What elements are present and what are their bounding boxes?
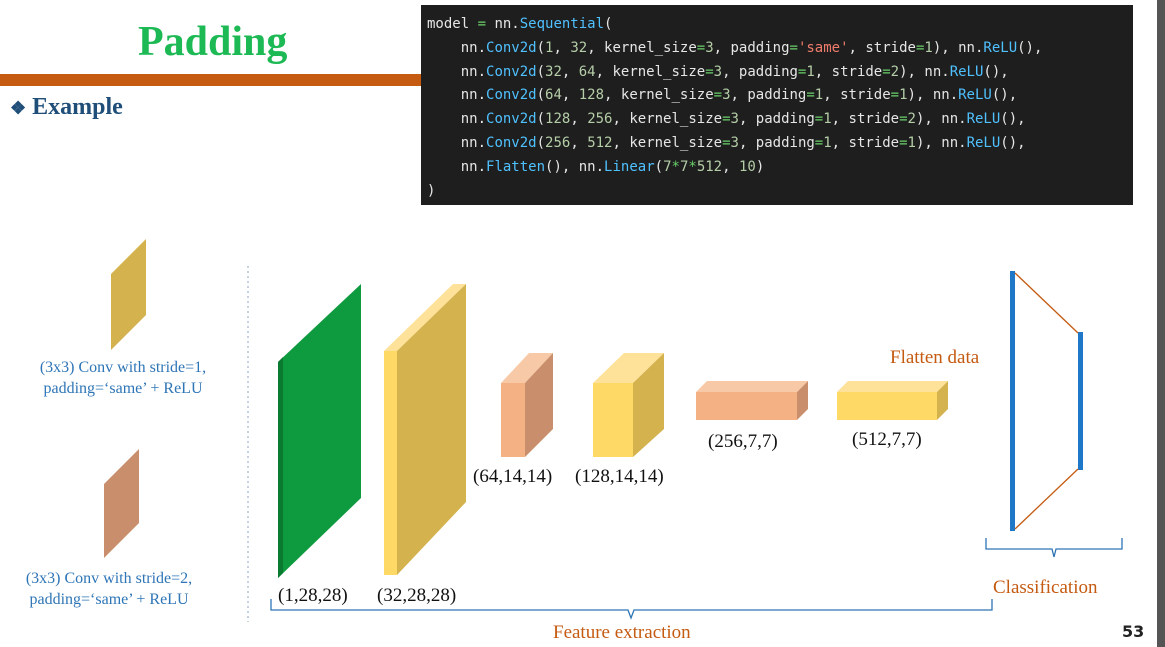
code-line: nn.Conv2d(128, 256, kernel_size=3, paddi… [427,111,1026,128]
conv1-shape-label: (32,28,28) [377,585,457,606]
code-line: nn.Conv2d(256, 512, kernel_size=3, paddi… [427,134,1026,151]
conv4-block [696,381,808,420]
example-label: Example [32,94,123,120]
conv2-shape-label: (64,14,14) [473,466,553,487]
conv1-block [384,284,466,575]
legend-stride2-line2: padding=‘same’ + ReLU [29,591,189,608]
input-layer-block [278,284,361,578]
classification-brace [985,538,1123,558]
conv5-block [837,381,948,420]
legend-stride1-label: (3x3) Conv with stride=1, padding=‘same’… [16,357,230,399]
code-line: ) [427,182,436,199]
legend-stride2-label: (3x3) Conv with stride=2, padding=‘same’… [2,568,216,610]
fc-layer-flatten [1010,271,1015,531]
feature-extraction-label: Feature extraction [553,622,691,643]
code-block: model = nn.Sequential( nn.Conv2d(1, 32, … [421,5,1133,205]
legend-stride2-swatch [104,449,139,558]
code-line: nn.Flatten(), nn.Linear(7*7*512, 10) [427,158,765,175]
page-number: 53 [1122,622,1145,641]
conv2-block [501,353,553,457]
feature-extraction-brace [270,599,993,620]
fc-connection-bottom [1014,468,1079,530]
conv4-shape-label: (256,7,7) [708,431,778,452]
legend-stride1-line2: padding=‘same’ + ReLU [43,380,203,397]
legend-stride2-line1: (3x3) Conv with stride=2, [25,570,193,587]
conv5-shape-label: (512,7,7) [852,429,922,450]
conv3-shape-label: (128,14,14) [575,466,664,487]
code-line: model = nn.Sequential( [427,16,613,32]
example-bullet: ❖ Example [10,92,123,123]
fc-connection-top [1014,272,1079,334]
legend-stride1-swatch [111,239,146,350]
code-line: nn.Conv2d(64, 128, kernel_size=3, paddin… [427,87,1018,104]
flatten-data-label: Flatten data [890,347,980,368]
legend-stride1-line1: (3x3) Conv with stride=1, [39,359,207,376]
slide-title: Padding [138,19,288,65]
conv3-block [593,353,664,457]
right-edge-bar [1157,0,1165,647]
code-line: nn.Conv2d(32, 64, kernel_size=3, padding… [427,63,1009,80]
code-line: nn.Conv2d(1, 32, kernel_size=3, padding=… [427,39,1043,56]
classification-label: Classification [993,577,1098,598]
input-shape-label: (1,28,28) [278,585,348,606]
title-underline [0,74,422,86]
diamond-bullet-icon: ❖ [10,98,27,118]
fc-layer-output [1078,332,1083,470]
